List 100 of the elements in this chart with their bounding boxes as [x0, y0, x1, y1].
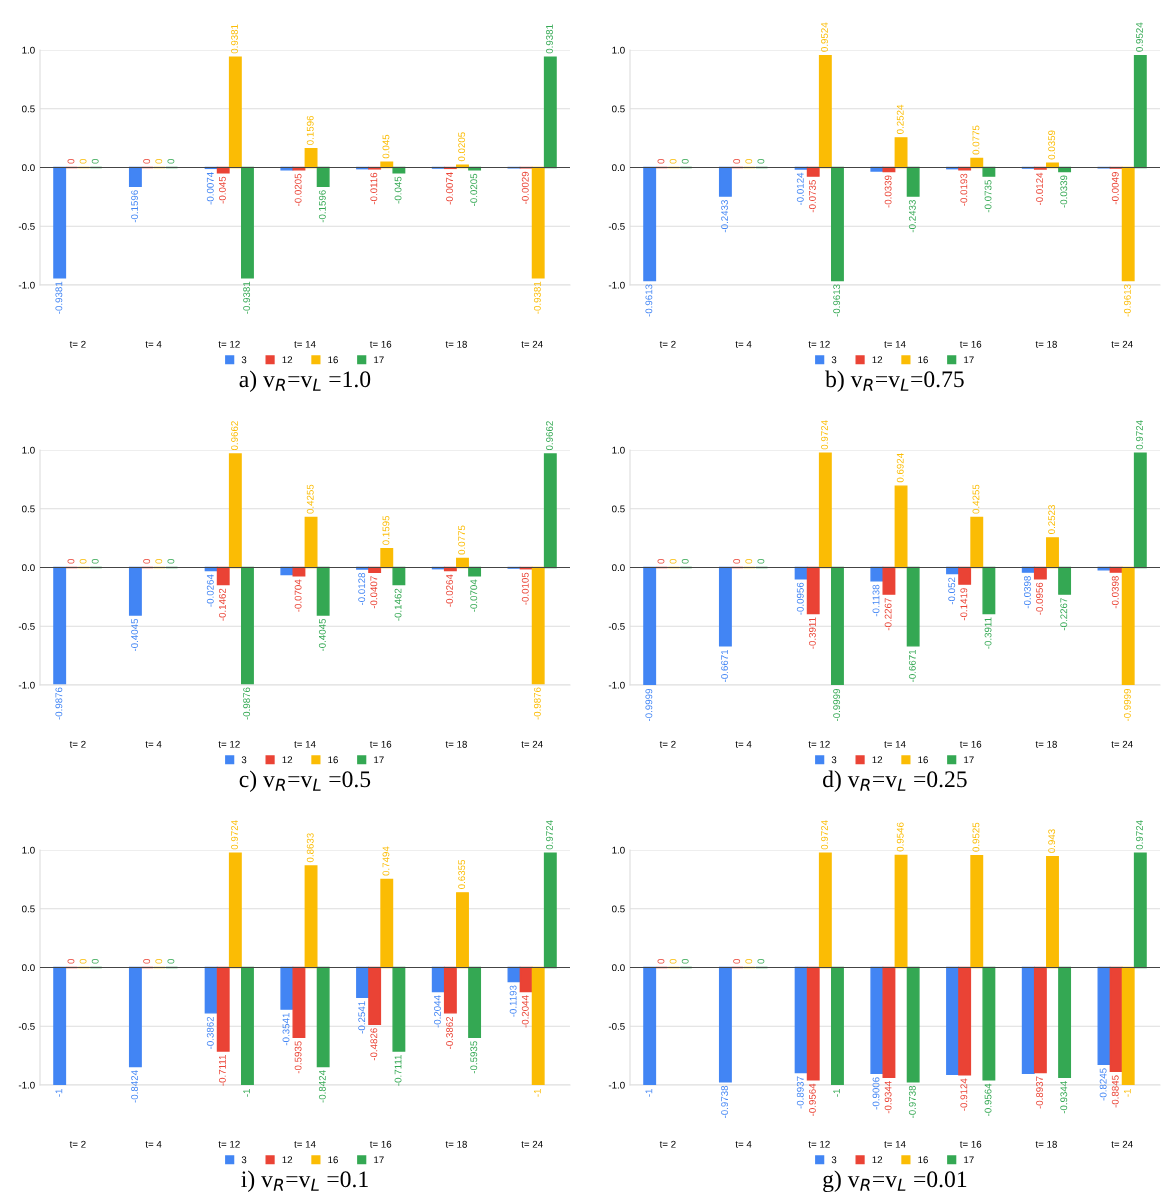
x-tick-label: t= 16	[959, 1140, 982, 1148]
data-label: -0.1596	[131, 190, 139, 223]
data-label: 0.1596	[306, 115, 314, 145]
x-tick-label: t= 24	[1111, 1140, 1133, 1148]
data-label: 0	[91, 558, 99, 564]
data-label: 0	[657, 958, 665, 964]
data-label: -0.9006	[872, 1077, 880, 1110]
data-label: -0.3911	[984, 617, 992, 649]
data-label: -0.2044	[433, 995, 441, 1028]
data-label: 0.4255	[972, 484, 980, 514]
data-label: -0.2541	[358, 1001, 366, 1034]
text: a) v$_{R}$=v$_{L}$ =1.0	[239, 370, 371, 392]
x-tick-label: t= 18	[445, 740, 467, 748]
data-label: -0.0205	[294, 173, 302, 206]
data-label: -0.6671	[721, 649, 729, 682]
y-tick-label: -0.5	[608, 622, 625, 630]
y-tick-label: 1.0	[22, 846, 35, 854]
legend-label: 16	[918, 1156, 928, 1164]
y-tick-label: 1.0	[612, 446, 625, 454]
data-label: -0.9381	[243, 281, 251, 314]
x-tick-label: t= 4	[735, 340, 752, 348]
data-label: 0	[757, 158, 765, 164]
legend-label: 12	[282, 356, 293, 364]
data-label: 0	[681, 558, 689, 564]
data-label: 0	[79, 558, 87, 564]
data-label: 0.9662	[231, 421, 238, 451]
data-label: 0	[67, 958, 75, 964]
data-label: -0.1462	[394, 588, 402, 621]
text: d) v$_{R}$=v$_{L}$ =0.25	[823, 770, 967, 792]
data-label: -0.2433	[908, 200, 916, 233]
y-tick-label: -0.5	[18, 222, 35, 230]
data-label: -0.9999	[645, 688, 653, 722]
x-tick-label: t= 2	[69, 740, 86, 748]
data-label: 0.1595	[382, 515, 390, 545]
x-tick-label: t= 16	[369, 1140, 392, 1148]
x-tick-label: t= 12	[808, 340, 830, 348]
data-label: -0.1138	[872, 584, 880, 617]
data-label: 0	[167, 158, 175, 164]
y-tick-label: -1.0	[608, 681, 625, 689]
data-label: -0.2044	[521, 995, 529, 1028]
y-tick-label: -1.0	[18, 281, 35, 289]
data-label: 0	[91, 958, 99, 964]
y-tick-label: 1.0	[612, 46, 625, 54]
data-label: -0.5935	[470, 1041, 478, 1074]
data-label: -0.0074	[206, 172, 214, 205]
x-tick-label: t= 18	[1035, 1140, 1057, 1148]
legend-label: 17	[964, 756, 974, 764]
legend-label: 12	[872, 756, 883, 764]
x-tick-label: t= 4	[145, 740, 162, 748]
legend-label: 12	[282, 1156, 293, 1164]
x-tick-label: t= 16	[369, 340, 392, 348]
data-label: 0	[745, 558, 753, 564]
y-tick-label: -0.5	[608, 222, 625, 230]
data-label: -0.0049	[1111, 172, 1119, 205]
legend-label: 17	[374, 756, 384, 764]
x-tick-label: t= 24	[521, 740, 543, 748]
data-label: 0.9724	[821, 820, 828, 850]
legend-label: 3	[241, 756, 247, 764]
x-tick-label: t= 2	[659, 340, 676, 348]
y-tick-label: 0.0	[612, 964, 625, 972]
data-label: -0.9999	[1123, 688, 1131, 722]
x-tick-label: t= 12	[218, 740, 240, 748]
y-tick-label: 1.0	[612, 846, 625, 854]
data-label: -1	[1124, 1089, 1131, 1097]
legend-label: 12	[872, 356, 883, 364]
x-tick-label: t= 12	[218, 340, 240, 348]
x-tick-label: t= 4	[145, 340, 162, 348]
data-label: -0.0205	[470, 173, 478, 206]
x-tick-label: t= 14	[294, 340, 316, 348]
legend-label: 3	[241, 356, 247, 364]
y-tick-label: -0.5	[608, 1022, 625, 1030]
data-label: 0	[155, 158, 163, 164]
data-label: 0	[143, 958, 151, 964]
data-label: -0.1596	[318, 190, 326, 223]
data-label: 0	[67, 158, 75, 164]
data-label: -0.9876	[533, 687, 541, 720]
y-tick-label: -1.0	[608, 1081, 625, 1089]
y-tick-label: 0.5	[612, 505, 625, 513]
data-label: -0.3862	[206, 1016, 214, 1049]
y-tick-label: -1.0	[608, 281, 625, 289]
data-label: -0.0735	[984, 180, 992, 213]
legend-label: 3	[831, 1156, 837, 1164]
data-label: -0.7111	[394, 1055, 402, 1086]
data-label: 0.2524	[896, 104, 904, 134]
data-label: 0.0359	[1048, 130, 1056, 160]
data-label: -0.2433	[721, 200, 729, 233]
data-label: -0.0398	[1023, 576, 1031, 609]
data-label: 0.6355	[458, 859, 466, 889]
data-label: 0.9525	[972, 822, 980, 852]
data-label: -0.9738	[908, 1085, 916, 1118]
data-label: -0.9344	[1060, 1081, 1068, 1114]
y-tick-label: 1.0	[22, 446, 35, 454]
data-label: 0	[167, 958, 175, 964]
data-label: -0.1419	[960, 588, 968, 621]
x-tick-label: t= 12	[808, 740, 830, 748]
data-label: -0.0956	[796, 582, 804, 615]
data-label: -0.3911	[808, 617, 816, 649]
data-label: 0.9724	[546, 820, 553, 850]
data-label: 0	[91, 158, 99, 164]
data-label: -0.2267	[884, 598, 892, 631]
